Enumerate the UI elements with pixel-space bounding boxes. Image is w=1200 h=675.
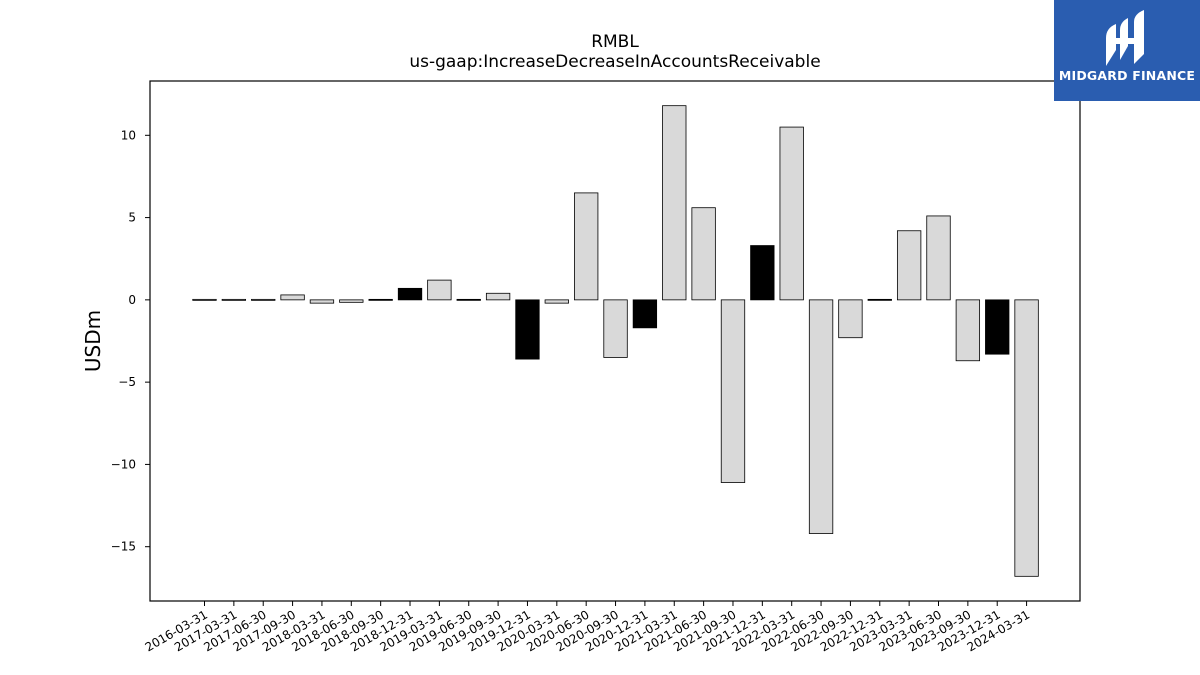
bar (368, 298, 393, 301)
bar (808, 299, 834, 534)
bar (251, 298, 276, 301)
bar (867, 298, 892, 301)
bar (574, 192, 599, 301)
y-tick-label: 10 (121, 128, 136, 142)
bar (838, 299, 863, 339)
chart-title: RMBL (591, 32, 639, 52)
bar (544, 299, 569, 304)
bar (456, 298, 481, 301)
bar (192, 298, 217, 301)
plot-frame (149, 80, 1081, 602)
y-tick-label: −10 (111, 457, 136, 471)
bar (515, 299, 540, 360)
bar (926, 215, 951, 301)
bar (603, 299, 628, 358)
bar (397, 287, 423, 301)
y-tick-label: 0 (128, 293, 136, 307)
bar (1014, 299, 1039, 577)
bar (309, 299, 335, 304)
bar (896, 230, 922, 301)
y-tick-label: −15 (111, 540, 136, 554)
bar (427, 279, 452, 301)
bar (691, 207, 716, 301)
bar (662, 105, 687, 301)
chart-subtitle: us-gaap:IncreaseDecreaseInAccountsReceiv… (409, 52, 821, 72)
logo-mark-icon (1106, 10, 1144, 66)
bar (985, 299, 1010, 355)
brand-name: MIDGARD FINANCE (1058, 68, 1196, 83)
bar (720, 299, 746, 483)
bar (221, 298, 247, 301)
y-tick-label: −5 (118, 375, 136, 389)
bar (485, 292, 511, 301)
bar (280, 294, 305, 301)
bar (779, 126, 804, 301)
bar (750, 245, 775, 301)
y-tick-label: 5 (128, 211, 136, 225)
y-axis-label: USDm (81, 310, 105, 372)
bar (339, 299, 364, 303)
brand-logo: MIDGARD FINANCE (1054, 0, 1200, 101)
bar (632, 299, 658, 329)
bar (955, 299, 981, 362)
